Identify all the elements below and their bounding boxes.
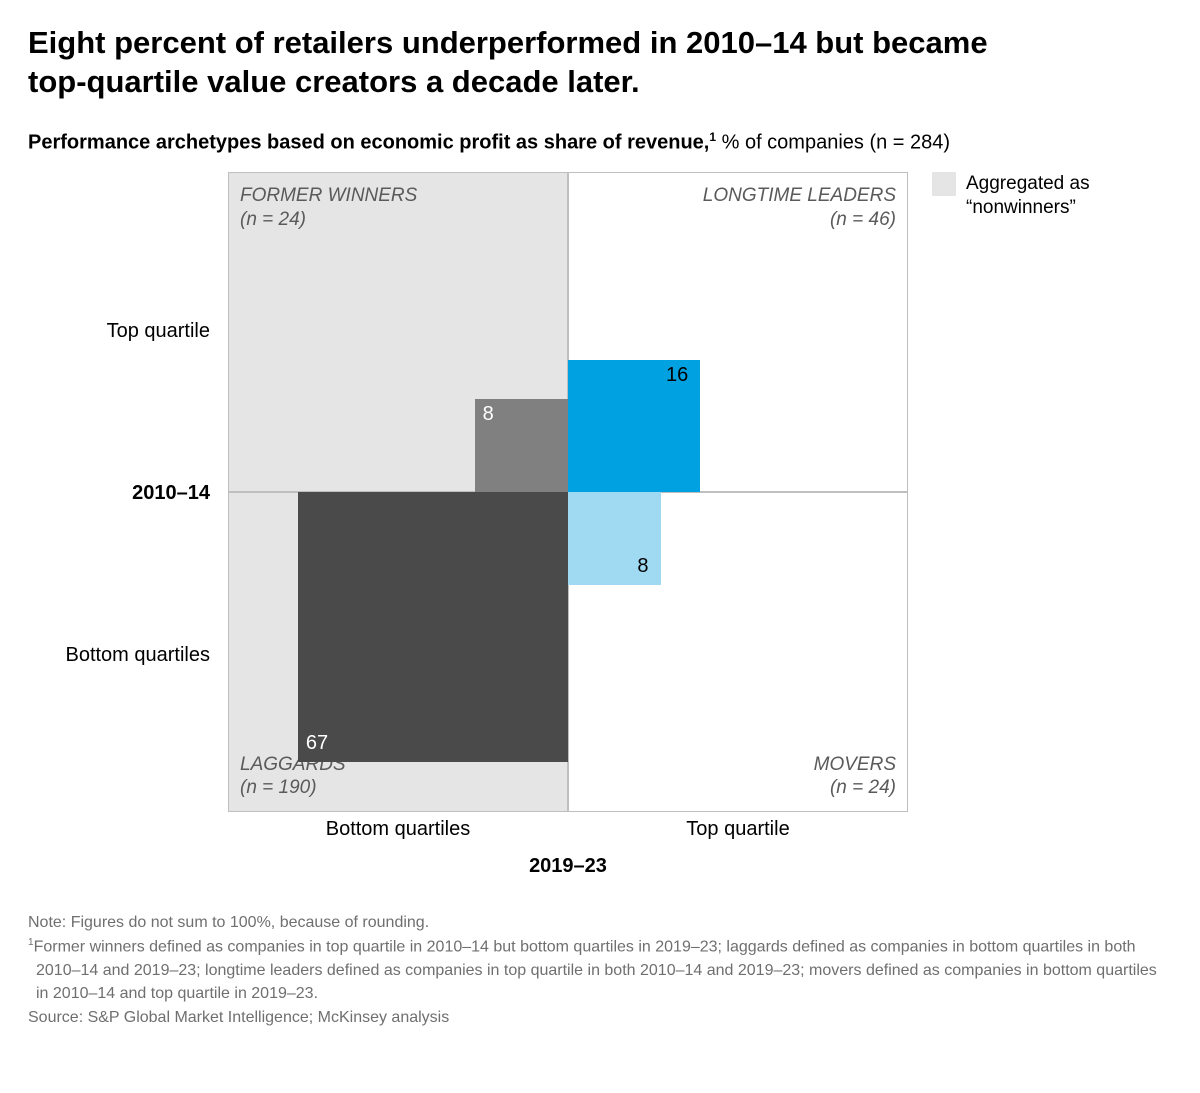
x-label-left: Bottom quartiles	[228, 818, 568, 841]
quadrant-label-tr: LONGTIME LEADERS(n = 46)	[703, 184, 896, 232]
legend-swatch	[932, 172, 956, 196]
chart-area: Top quartile 2010–14 Bottom quartiles FO…	[28, 172, 1172, 812]
y-label-top: Top quartile	[107, 320, 210, 343]
block-value-movers: 8	[637, 555, 648, 578]
chart-title: Eight percent of retailers underperforme…	[28, 24, 1028, 102]
block-laggards	[298, 492, 568, 762]
chart-subtitle: Performance archetypes based on economic…	[28, 130, 1172, 155]
x-axis-labels: Bottom quartiles Top quartile	[228, 818, 908, 841]
quadrant-label-tl: FORMER WINNERS(n = 24)	[240, 184, 417, 232]
block-value-longtime_leaders: 16	[666, 364, 688, 387]
footnote-1-line-b: 2010–14 and 2019–23; longtime leaders de…	[28, 960, 1172, 982]
block-value-laggards: 67	[306, 732, 328, 755]
subtitle-bold: Performance archetypes based on economic…	[28, 131, 709, 153]
footnote-1-line-c: in 2010–14 and top quartile in 2019–23.	[28, 983, 1172, 1005]
quadrant-plot: FORMER WINNERS(n = 24) LONGTIME LEADERS(n…	[228, 172, 908, 812]
footnote-1-line-a: 1Former winners defined as companies in …	[28, 936, 1172, 958]
x-axis-title: 2019–23	[228, 855, 908, 878]
legend-text: Aggregated as “nonwinners”	[966, 172, 1090, 220]
y-axis-title: 2010–14	[132, 482, 210, 505]
footnote-1-a: Former winners defined as companies in t…	[34, 938, 1136, 955]
footnote-source: Source: S&P Global Market Intelligence; …	[28, 1007, 1172, 1029]
y-label-bottom: Bottom quartiles	[65, 644, 210, 667]
y-axis-labels: Top quartile 2010–14 Bottom quartiles	[28, 172, 228, 812]
legend-line-2: “nonwinners”	[966, 196, 1090, 220]
quadrant-label-br: MOVERS(n = 24)	[814, 753, 896, 801]
subtitle-rest: % of companies (n = 284)	[716, 131, 950, 153]
x-label-right: Top quartile	[568, 818, 908, 841]
footnotes: Note: Figures do not sum to 100%, becaus…	[28, 912, 1172, 1028]
footnote-note: Note: Figures do not sum to 100%, becaus…	[28, 912, 1172, 934]
legend: Aggregated as “nonwinners”	[932, 172, 1090, 220]
legend-line-1: Aggregated as	[966, 172, 1090, 196]
block-value-former_winners: 8	[483, 403, 494, 426]
